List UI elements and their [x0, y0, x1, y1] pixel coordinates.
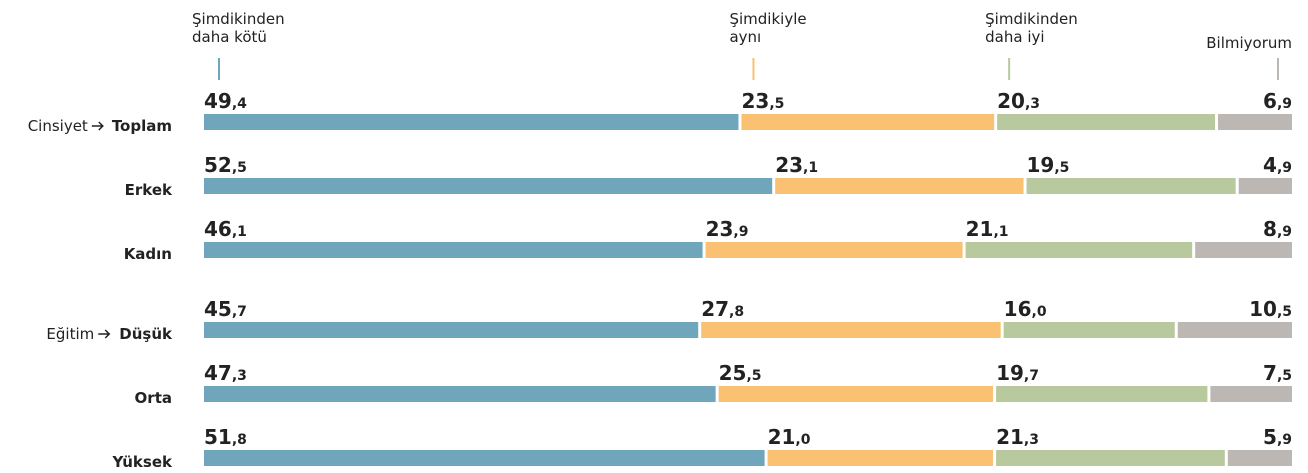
bar-segment	[997, 114, 1216, 130]
value-label: 21,0	[768, 425, 811, 449]
bar-segment	[965, 242, 1193, 258]
bar-segment	[701, 322, 1001, 338]
value-label: 16,0	[1004, 297, 1047, 321]
value-label: 51,8	[204, 425, 247, 449]
value-label: 27,8	[701, 297, 744, 321]
bar-segment	[767, 450, 994, 466]
value-label: 52,5	[204, 153, 247, 177]
arrow-icon	[98, 329, 111, 339]
bar-segment	[204, 322, 699, 338]
bar-segment	[204, 178, 773, 194]
arrow-icon	[91, 121, 104, 131]
value-label: 6,9	[1263, 89, 1292, 113]
bar-segment	[1177, 322, 1292, 338]
bar-segment	[741, 114, 995, 130]
value-label: 45,7	[204, 297, 247, 321]
bar-segment	[204, 114, 739, 130]
value-label: 21,1	[966, 217, 1009, 241]
bar-segment	[1227, 450, 1292, 466]
bar-segment	[775, 178, 1024, 194]
bar-segment	[1238, 178, 1292, 194]
value-label: 10,5	[1249, 297, 1292, 321]
legend-label: Şimdikinden daha kötü	[192, 10, 285, 46]
row-label: Orta	[135, 389, 172, 407]
row-label: Düşük	[119, 325, 173, 343]
bar-segment	[718, 386, 994, 402]
value-label: 21,3	[996, 425, 1039, 449]
value-label: 46,1	[204, 217, 247, 241]
bar-segment	[1003, 322, 1175, 338]
value-label: 19,5	[1027, 153, 1070, 177]
bar-segment	[705, 242, 963, 258]
bar-segment	[1210, 386, 1292, 402]
row-label: Yüksek	[111, 453, 173, 471]
bar-segment	[204, 450, 765, 466]
value-label: 47,3	[204, 361, 247, 385]
group-label: Eğitim	[46, 325, 94, 343]
bar-segment	[1218, 114, 1292, 130]
value-label: 25,5	[719, 361, 762, 385]
bar-segment	[1026, 178, 1236, 194]
value-label: 20,3	[997, 89, 1040, 113]
value-label: 7,5	[1263, 361, 1292, 385]
row-label: Toplam	[112, 117, 172, 135]
legend-label: Şimdikinden daha iyi	[985, 10, 1078, 46]
value-label: 4,9	[1263, 153, 1292, 177]
value-label: 49,4	[204, 89, 247, 113]
row-label: Erkek	[125, 181, 173, 199]
bar-segment	[996, 386, 1208, 402]
legend-label: Bilmiyorum	[1206, 34, 1292, 52]
value-label: 8,9	[1263, 217, 1292, 241]
bar-segment	[204, 242, 703, 258]
bar-segment	[204, 386, 716, 402]
value-label: 23,5	[741, 89, 784, 113]
row-label: Kadın	[124, 245, 172, 263]
bar-segment	[996, 450, 1225, 466]
value-label: 5,9	[1263, 425, 1292, 449]
value-label: 23,1	[775, 153, 818, 177]
legend-label: Şimdikiyle aynı	[729, 10, 807, 46]
group-label: Cinsiyet	[28, 117, 88, 135]
bar-segment	[1195, 242, 1292, 258]
value-label: 23,9	[706, 217, 749, 241]
value-label: 19,7	[996, 361, 1039, 385]
